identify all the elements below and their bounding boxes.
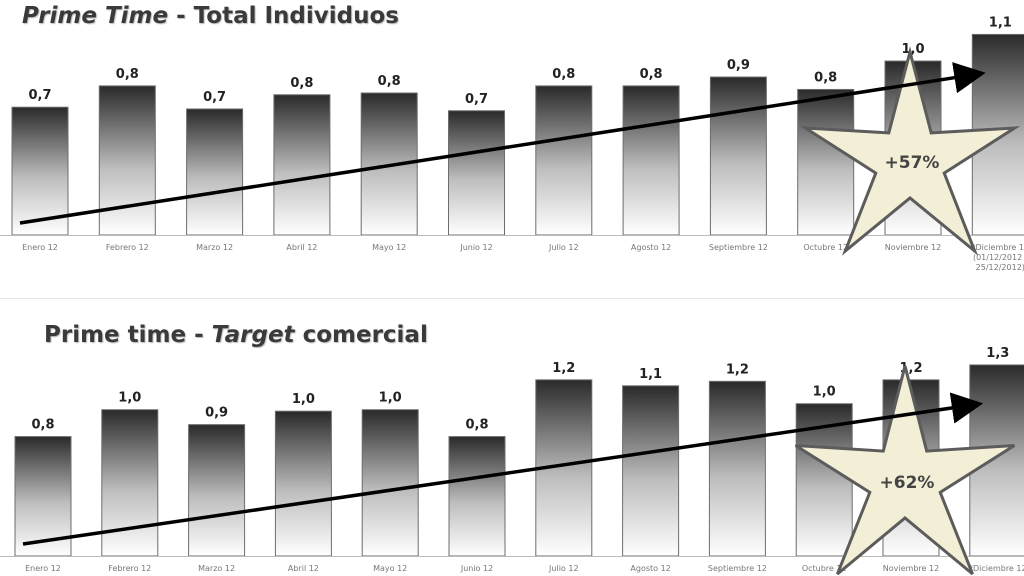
data-label-1-10: 0,8 xyxy=(814,70,837,85)
tick-label-1-7: Julio 12 xyxy=(548,243,579,252)
bar-1-1 xyxy=(11,106,69,236)
tick-label-2-3: Marzo 12 xyxy=(198,564,235,573)
bar-2-5 xyxy=(361,409,419,557)
growth-star-2 xyxy=(794,365,1016,576)
tick-label-1-12-line-1: *Diciembre 12 xyxy=(972,243,1024,252)
tick-label-2-12: *Diciembre 12 xyxy=(969,564,1024,573)
bar-1-9 xyxy=(709,76,767,236)
bar-1-4 xyxy=(273,94,331,236)
tick-label-1-9: Septiembre 12 xyxy=(709,243,768,252)
tick-label-2-1: Enero 12 xyxy=(25,564,61,573)
tick-label-2-2: Febrero 12 xyxy=(108,564,151,573)
data-label-1-5: 0,8 xyxy=(378,74,401,89)
bar-2-6 xyxy=(448,436,506,557)
tick-label-2-5: Mayo 12 xyxy=(373,564,407,573)
title-part-separator: - xyxy=(168,3,194,29)
bar-2-8 xyxy=(622,385,680,557)
tick-label-2-10: Octubre 12 xyxy=(802,564,847,573)
data-label-1-9: 0,9 xyxy=(727,58,750,73)
tick-label-2-9: Septiembre 12 xyxy=(708,564,767,573)
data-label-2-9: 1,2 xyxy=(726,362,749,377)
tick-label-1-12-line-2: (01/12/2012 - xyxy=(973,253,1024,262)
bar-1-8 xyxy=(622,85,680,236)
chart-title-total-individuos: Prime Time - Total Individuos xyxy=(22,3,399,29)
tick-label-1-11: Noviembre 12 xyxy=(885,243,941,252)
tick-label-1-6: Junio 12 xyxy=(459,243,492,252)
data-label-1-6: 0,7 xyxy=(465,92,488,107)
title-part-comercial: comercial xyxy=(294,322,428,348)
bar-1-6 xyxy=(448,110,505,236)
data-label-1-1: 0,7 xyxy=(28,88,51,103)
trend-arrow-2 xyxy=(22,392,984,546)
data-label-1-12: 1,1 xyxy=(989,15,1012,30)
tick-label-1-10: Octubre 12 xyxy=(803,243,848,252)
section-divider xyxy=(0,298,1024,299)
tick-label-2-6: Junio 12 xyxy=(460,564,493,573)
tick-label-2-8: Agosto 12 xyxy=(630,564,670,573)
tick-label-1-4: Abril 12 xyxy=(286,243,317,252)
data-label-2-8: 1,1 xyxy=(639,367,662,382)
data-label-1-3: 0,7 xyxy=(203,90,226,105)
tick-label-1-5: Mayo 12 xyxy=(372,243,406,252)
bar-1-3 xyxy=(186,108,244,236)
tick-label-1-1: Enero 12 xyxy=(22,243,58,252)
data-label-1-11: 1,0 xyxy=(901,42,924,57)
growth-annotation-1: +57% xyxy=(885,153,940,173)
tick-label-2-4: Abril 12 xyxy=(288,564,319,573)
title-part-prime-time: Prime Time xyxy=(22,3,169,29)
bar-2-4 xyxy=(274,410,332,557)
data-label-2-7: 1,2 xyxy=(552,361,575,376)
data-label-1-2: 0,8 xyxy=(116,67,139,82)
growth-annotation-2: +62% xyxy=(880,473,935,493)
trend-arrow-1 xyxy=(19,62,986,225)
data-label-1-8: 0,8 xyxy=(640,67,663,82)
data-label-2-12: 1,3 xyxy=(986,346,1009,361)
bar-1-2 xyxy=(98,85,156,236)
bar-2-9 xyxy=(708,380,766,557)
title-part-total-individuos: Total Individuos xyxy=(193,3,399,29)
tick-label-2-11: Noviembre 12 xyxy=(883,564,939,573)
title-part-prime-time-lower: Prime time - xyxy=(44,322,212,348)
chart-title-target-comercial: Prime time - Target comercial xyxy=(44,322,428,348)
bar-2-2 xyxy=(101,409,159,557)
data-label-2-5: 1,0 xyxy=(379,391,402,406)
data-label-2-10: 1,0 xyxy=(813,385,836,400)
tick-label-1-8: Agosto 12 xyxy=(631,243,671,252)
tick-label-2-7: Julio 12 xyxy=(548,564,579,573)
data-label-1-4: 0,8 xyxy=(290,76,313,91)
data-label-2-4: 1,0 xyxy=(292,392,315,407)
data-label-2-1: 0,8 xyxy=(31,418,54,433)
bar-1-10 xyxy=(797,88,855,236)
tick-label-1-2: Febrero 12 xyxy=(106,243,149,252)
data-label-1-7: 0,8 xyxy=(552,67,575,82)
growth-star-1 xyxy=(799,46,1021,256)
data-label-2-6: 0,8 xyxy=(465,418,488,433)
bar-2-3 xyxy=(188,424,246,557)
title-part-target: Target xyxy=(211,322,295,348)
data-label-2-2: 1,0 xyxy=(118,391,141,406)
bar-1-7 xyxy=(535,85,593,236)
tick-label-1-12-line-3: 25/12/2012) xyxy=(976,263,1024,272)
tick-label-1-3: Marzo 12 xyxy=(196,243,233,252)
data-label-2-3: 0,9 xyxy=(205,406,228,421)
bar-2-1 xyxy=(14,436,72,557)
